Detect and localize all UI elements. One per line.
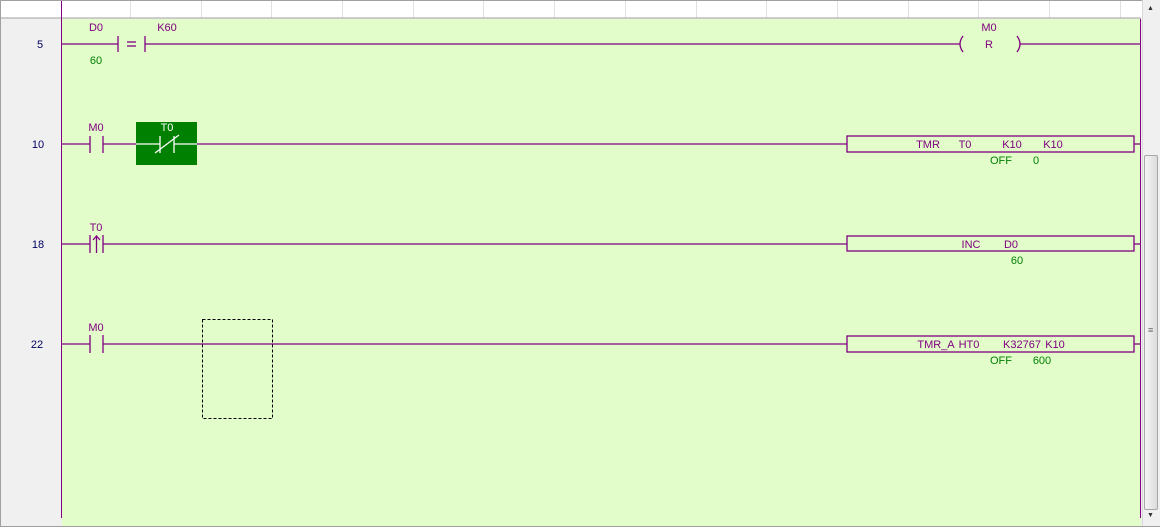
scrollbar-thumb[interactable]: ≡ <box>1144 155 1158 510</box>
timer-current-value: 600 <box>1033 355 1051 367</box>
contact-device: M0 <box>88 122 103 134</box>
column-header <box>1 1 1142 18</box>
operand-value: 60 <box>90 55 102 67</box>
vertical-scrollbar[interactable]: ▲ ≡ ▼ <box>1142 0 1160 526</box>
contact-no[interactable]: M0 <box>88 322 103 334</box>
instruction-arg: K32767 <box>1003 339 1041 351</box>
contact-rising-edge[interactable]: T0 <box>90 222 103 234</box>
compare-contact[interactable]: D0 K60 60 <box>89 22 177 67</box>
coil-device: M0 <box>981 22 996 34</box>
timer-status: OFF <box>990 155 1012 167</box>
instruction-arg: HT0 <box>959 339 980 351</box>
instruction-arg: T0 <box>959 139 972 151</box>
instruction-name: INC <box>962 239 981 251</box>
instruction-box-inc[interactable]: INC D0 60 <box>962 239 1024 267</box>
step-number: 10 <box>32 139 44 151</box>
instruction-box-tmr-a[interactable]: TMR_A HT0 K32767 K10 OFF 600 <box>917 339 1064 367</box>
arrow-down-icon[interactable]: ▼ <box>1147 512 1154 519</box>
reset-coil[interactable]: M0 R <box>981 22 996 51</box>
timer-current-value: 0 <box>1033 155 1039 167</box>
register-value: 60 <box>1011 255 1023 267</box>
instruction-arg: K10 <box>1043 139 1063 151</box>
timer-status: OFF <box>990 355 1012 367</box>
instruction-arg: D0 <box>1004 239 1018 251</box>
coil-type: R <box>985 39 993 51</box>
instruction-box-tmr[interactable]: TMR T0 K10 K10 OFF 0 <box>916 139 1063 167</box>
contact-nc-selected[interactable]: T0 <box>136 122 197 165</box>
step-number: 18 <box>32 239 44 251</box>
contact-no[interactable]: M0 <box>88 122 103 134</box>
compare-operand2: K60 <box>157 22 177 34</box>
contact-device: T0 <box>90 222 103 234</box>
instruction-arg: K10 <box>1002 139 1022 151</box>
instruction-arg: K10 <box>1045 339 1065 351</box>
compare-operand1: D0 <box>89 22 103 34</box>
step-number: 5 <box>37 39 43 51</box>
instruction-name: TMR <box>916 139 940 151</box>
cursor-box[interactable] <box>202 319 273 419</box>
grip-icon: ≡ <box>1148 325 1154 335</box>
ladder-canvas[interactable] <box>62 19 1141 526</box>
step-number: 22 <box>31 339 43 351</box>
instruction-name: TMR_A <box>917 339 955 351</box>
arrow-up-icon[interactable]: ▲ <box>1147 5 1154 12</box>
contact-device: M0 <box>88 322 103 334</box>
contact-device: T0 <box>161 122 174 134</box>
